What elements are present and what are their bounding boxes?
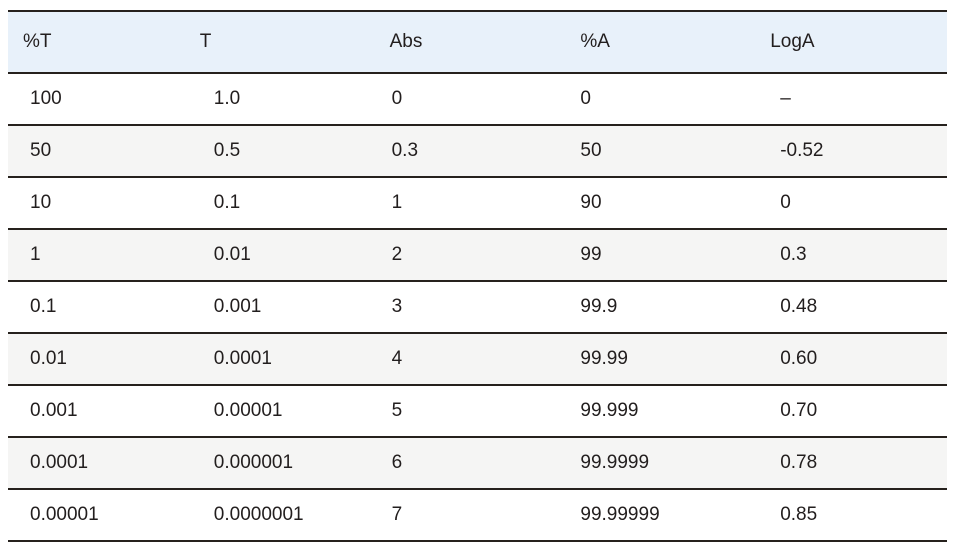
table-row: 1 0.01 2 99 0.3 (8, 229, 947, 281)
table-cell: 0.3 (780, 244, 807, 265)
table-row: 100 1.0 0 0 – (8, 73, 947, 125)
table-cell: 99.9 (580, 296, 618, 317)
table-cell: 1 (391, 192, 403, 213)
column-header-abs: Abs (383, 11, 572, 73)
table-cell: 10 (30, 192, 52, 213)
table-cell: 0 (391, 88, 403, 109)
table-row: 0.001 0.00001 5 99.999 0.70 (8, 385, 947, 437)
table-cell: 7 (391, 504, 403, 525)
table-cell: 4 (391, 348, 403, 369)
table-cell: 0.01 (213, 244, 251, 265)
table-cell: 0.0000001 (213, 504, 304, 525)
column-header-percent-a: %A (571, 11, 760, 73)
table-cell: 0.00001 (30, 504, 99, 525)
table-cell: 0 (580, 88, 591, 109)
table-cell: 6 (391, 452, 403, 473)
table-cell: -0.52 (780, 140, 824, 161)
table-cell: 0.0001 (30, 452, 89, 473)
table-cell: 0.001 (213, 296, 262, 317)
table-cell: 99.999 (580, 400, 639, 421)
transmittance-absorbance-table: %T T Abs %A LogA 100 1.0 0 0 – 50 0.5 0.… (8, 10, 947, 542)
table-cell: 0.001 (30, 400, 78, 421)
table-cell: 1.0 (213, 88, 241, 109)
table-cell: 1 (30, 244, 41, 265)
table-row: 0.01 0.0001 4 99.99 0.60 (8, 333, 947, 385)
table-cell: 0.000001 (213, 452, 294, 473)
column-header-t: T (195, 11, 384, 73)
table-cell: 0.60 (780, 348, 818, 369)
table-header-row: %T T Abs %A LogA (8, 11, 947, 73)
table-cell: 99.99 (580, 348, 628, 369)
table-container: %T T Abs %A LogA 100 1.0 0 0 – 50 0.5 0.… (8, 10, 947, 542)
table-cell: 0.00001 (213, 400, 283, 421)
table-cell: 0.01 (30, 348, 67, 369)
table-cell: 0.70 (780, 400, 818, 421)
table-cell: 0.0001 (213, 348, 272, 369)
table-cell: 0.1 (213, 192, 241, 213)
table-cell: 100 (30, 88, 62, 109)
table-cell: 99.9999 (580, 452, 650, 473)
table-row: 50 0.5 0.3 50 -0.52 (8, 125, 947, 177)
table-cell: 90 (580, 192, 602, 213)
table-cell: 0.48 (780, 296, 818, 317)
table-cell: 0 (780, 192, 791, 213)
column-header-percent-t: %T (8, 11, 196, 73)
table-cell: 99 (580, 244, 602, 265)
table-cell: 50 (580, 140, 602, 161)
table-cell: 99.99999 (580, 504, 660, 525)
table-cell: 0.3 (391, 140, 419, 161)
table-row: 10 0.1 1 90 0 (8, 177, 947, 229)
table-cell: 0.78 (780, 452, 818, 473)
table-cell: 5 (391, 400, 403, 421)
table-row: 0.0001 0.000001 6 99.9999 0.78 (8, 437, 947, 489)
table-cell: 3 (391, 296, 403, 317)
table-row: 0.00001 0.0000001 7 99.99999 0.85 (8, 489, 947, 541)
table-cell: 0.1 (30, 296, 57, 317)
table-cell: 50 (30, 140, 52, 161)
table-row: 0.1 0.001 3 99.9 0.48 (8, 281, 947, 333)
table-cell: – (780, 88, 791, 109)
table-cell: 2 (391, 244, 403, 265)
table-cell: 0.85 (780, 504, 818, 525)
column-header-loga: LogA (759, 11, 947, 73)
table-cell: 0.5 (213, 140, 241, 161)
